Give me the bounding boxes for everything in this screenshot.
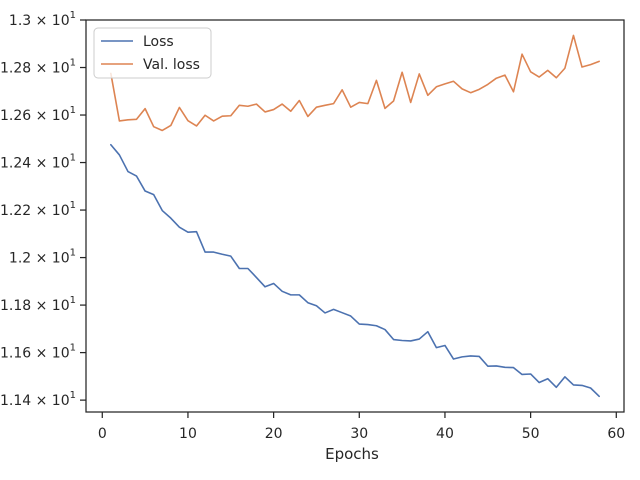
y-tick-label: 1.28 × 101 (0, 58, 76, 77)
series-layer (110, 34, 600, 398)
x-tick-label: 30 (350, 426, 368, 442)
x-axis-ticks: 0 10 20 30 40 50 60 (98, 412, 625, 442)
series-line-val-loss (110, 34, 600, 132)
axes-frame (85, 19, 625, 413)
x-tick-label: 60 (607, 426, 625, 442)
y-axis-ticks: 1.14 × 101 1.16 × 101 1.18 × 101 1.2 × 101 1… (0, 10, 86, 409)
x-tick-label: 50 (522, 426, 540, 442)
y-tick-label: 1.16 × 101 (0, 343, 76, 362)
y-tick-label: 1.3 × 101 (9, 10, 76, 29)
x-tick-label: 20 (265, 426, 283, 442)
legend-label: Val. loss (143, 57, 200, 73)
series-line-loss (110, 143, 600, 398)
x-tick-label: 0 (98, 426, 107, 442)
plot-area (85, 19, 625, 413)
legend-label: Loss (143, 34, 174, 50)
y-tick-label: 1.24 × 101 (0, 153, 76, 172)
y-tick-label: 1.18 × 101 (0, 295, 76, 314)
legend: Loss Val. loss (93, 27, 212, 79)
y-tick-label: 1.2 × 101 (9, 248, 76, 267)
x-axis-label: Epochs (325, 445, 379, 463)
y-tick-label: 1.22 × 101 (0, 200, 76, 219)
x-tick-label: 40 (436, 426, 454, 442)
y-tick-label: 1.26 × 101 (0, 105, 76, 124)
x-tick-label: 10 (179, 426, 197, 442)
y-tick-label: 1.14 × 101 (0, 390, 76, 409)
